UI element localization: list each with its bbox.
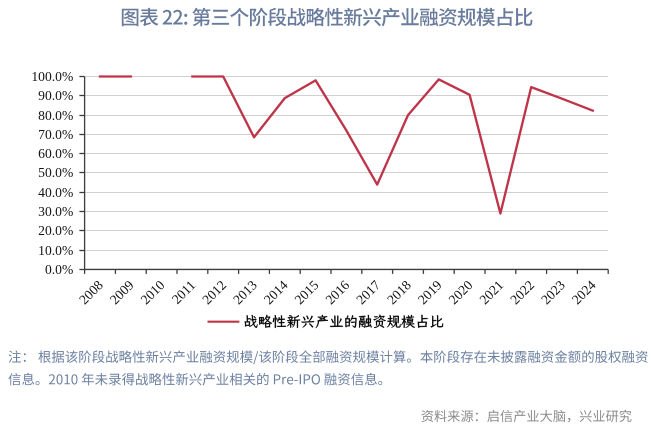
svg-text:30.0%: 30.0% <box>38 204 73 219</box>
svg-text:90.0%: 90.0% <box>38 88 73 103</box>
svg-text:80.0%: 80.0% <box>38 108 73 123</box>
svg-text:70.0%: 70.0% <box>38 127 73 142</box>
svg-text:40.0%: 40.0% <box>38 185 73 200</box>
svg-text:10.0%: 10.0% <box>38 243 73 258</box>
svg-text:50.0%: 50.0% <box>38 165 73 180</box>
svg-text:100.0%: 100.0% <box>31 69 73 84</box>
svg-text:60.0%: 60.0% <box>38 146 73 161</box>
svg-text:20.0%: 20.0% <box>38 223 73 238</box>
svg-text:0.0%: 0.0% <box>45 262 73 277</box>
